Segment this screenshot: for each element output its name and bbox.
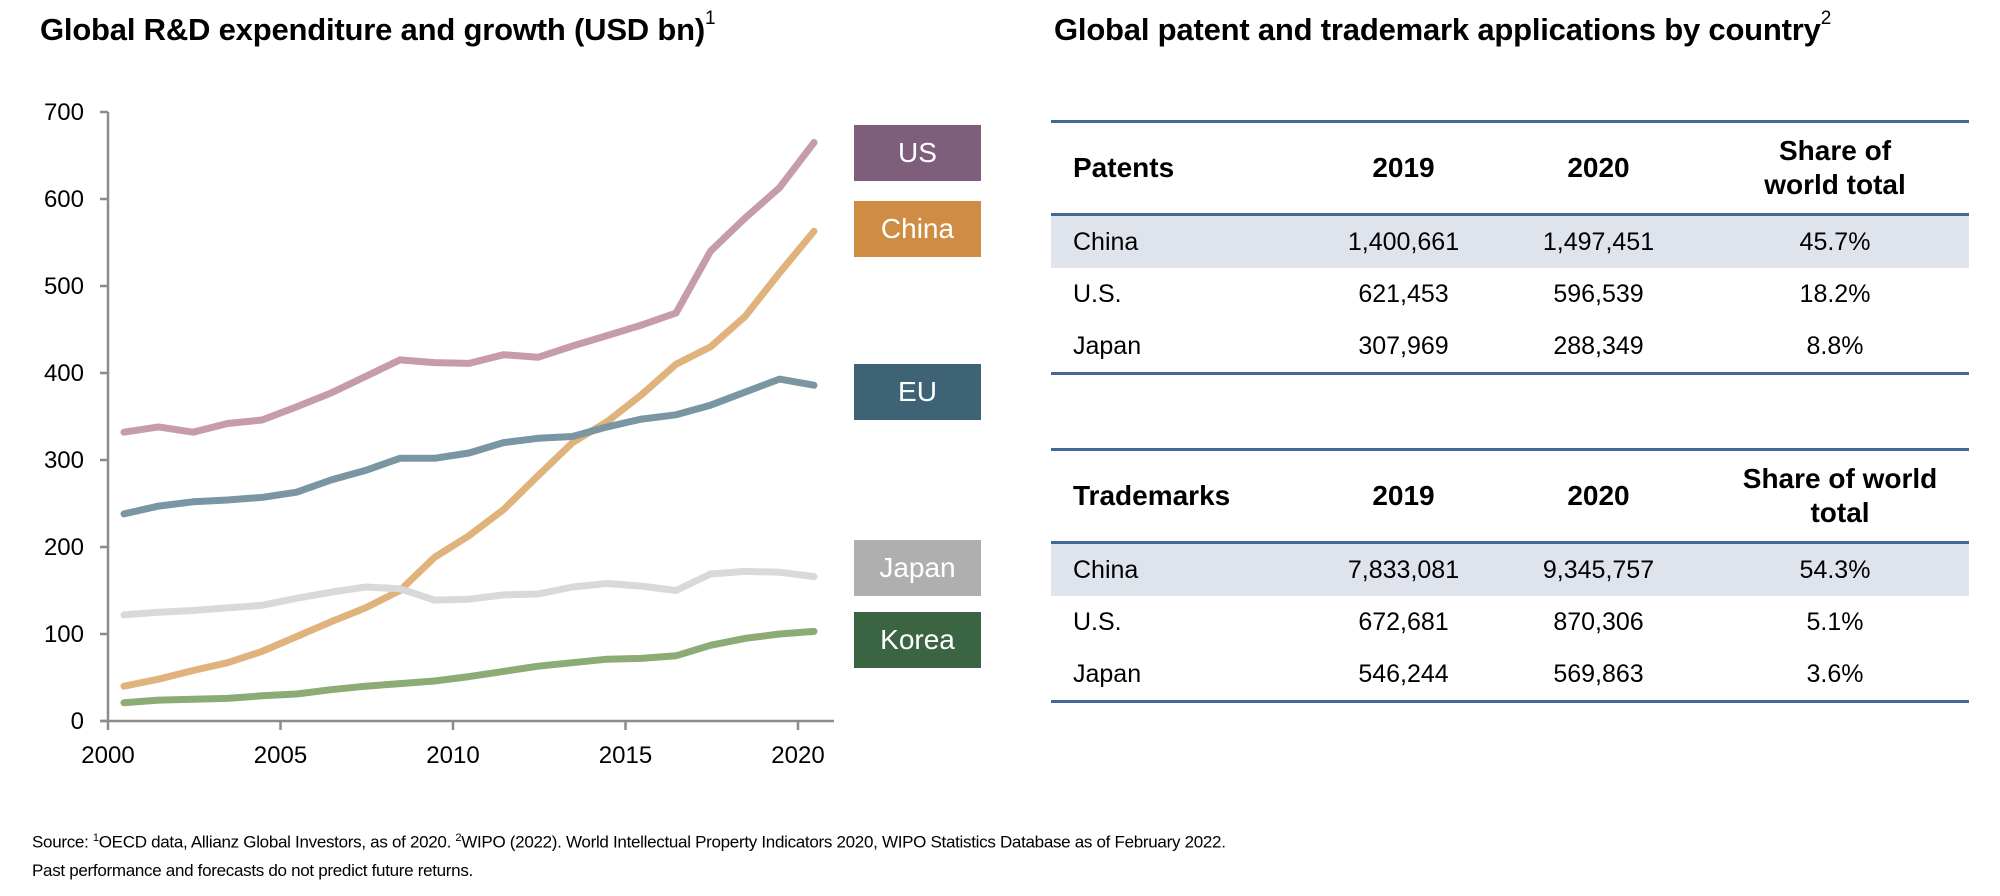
footnote-marker-2: 2 [455,832,462,844]
trademarks-header-row: Trademarks 2019 2020 Share of world tota… [1051,449,1969,543]
patents-header-2019: 2019 [1372,152,1435,183]
series-line-japan [120,567,818,619]
patents-header-label: Patents [1073,152,1175,183]
rd-expenditure-chart: 0 100 200 300 400 500 600 700 2000 2005 2010 2015 20… [44,99,834,769]
value-2020-cell: 288,349 [1553,331,1644,360]
country-cell: China [1073,227,1139,256]
patents-table: Patents 2019 2020 Share of world total C… [1051,120,1969,375]
x-tick-label: 2000 [81,742,134,769]
value-2020-cell: 1,497,451 [1542,227,1655,256]
country-cell: Japan [1073,331,1142,360]
patents-header-row: Patents 2019 2020 Share of world total [1051,121,1969,215]
table-title: Global patent and trademark applications… [1054,8,1831,48]
legend-item-china: China [854,201,981,257]
trademarks-header-2019: 2019 [1372,480,1435,511]
y-tick-label: 600 [44,186,84,213]
series-line-china [120,227,818,690]
y-tick-label: 200 [44,534,84,561]
legend-item-eu: EU [854,364,981,420]
trademarks-header-label: Trademarks [1073,480,1231,511]
patents-header-2020: 2020 [1567,152,1630,183]
share-cell: 5.1% [1806,607,1864,636]
share-cell: 54.3% [1799,555,1871,584]
trademarks-table: Trademarks 2019 2020 Share of world tota… [1051,448,1969,703]
y-tick-label: 300 [44,447,84,474]
legend-item-japan: Japan [854,540,981,596]
footnote-marker-1: 1 [92,832,99,844]
y-tick-label: 400 [44,360,84,387]
value-2019-cell: 546,244 [1358,659,1449,688]
x-tick-label: 2010 [426,742,479,769]
source-2-text: WIPO (2022). World Intellectual Property… [461,832,1226,852]
source-prefix: Source: [32,832,93,852]
trademarks-header-share: Share of world total [1742,463,1938,528]
patents-header-share: Share of world total [1764,135,1906,200]
footer-disclaimer: Past performance and forecasts do not pr… [32,861,473,880]
legend-item-us: US [854,125,981,181]
country-cell: U.S. [1073,607,1122,636]
x-tick-label: 2005 [254,742,307,769]
value-2019-cell: 7,833,081 [1347,555,1460,584]
series-line-us [120,139,818,436]
value-2020-cell: 9,345,757 [1542,555,1655,584]
country-cell: Japan [1073,659,1142,688]
table-row: China 1,400,661 1,497,451 45.7% [1051,214,1969,268]
chart-title-text: Global R&D expenditure and growth (USD b… [40,12,705,47]
table-title-text: Global patent and trademark applications… [1054,12,1821,47]
table-title-footnote: 2 [1820,8,1832,29]
value-2020-cell: 870,306 [1553,607,1644,636]
value-2019-cell: 307,969 [1358,331,1449,360]
y-tick-label: 700 [44,99,84,126]
value-2020-cell: 569,863 [1553,659,1644,688]
x-tick-label: 2020 [771,742,824,769]
table-row: U.S. 672,681 870,306 5.1% [1051,596,1969,648]
share-cell: 3.6% [1806,659,1864,688]
chart-title-footnote: 1 [705,8,716,29]
country-cell: China [1073,555,1139,584]
value-2019-cell: 621,453 [1358,279,1449,308]
country-cell: U.S. [1073,279,1122,308]
value-2019-cell: 672,681 [1358,607,1449,636]
share-cell: 45.7% [1799,227,1871,256]
chart-axes: 0 100 200 300 400 500 600 700 2000 2005 2010 2015 20… [44,99,834,769]
chart-lines [120,139,818,707]
value-2019-cell: 1,400,661 [1347,227,1460,256]
source-1-text: OECD data, Allianz Global Investors, as … [98,832,456,852]
trademarks-header-2020: 2020 [1567,480,1630,511]
share-cell: 18.2% [1799,279,1871,308]
chart-title: Global R&D expenditure and growth (USD b… [40,8,716,48]
table-row: Japan 546,244 569,863 3.6% [1051,648,1969,702]
y-tick-label: 100 [44,621,84,648]
table-row: Japan 307,969 288,349 8.8% [1051,320,1969,374]
series-line-korea [120,627,818,707]
y-tick-label: 0 [71,708,84,735]
x-tick-label: 2015 [599,742,652,769]
legend-item-korea: Korea [854,612,981,668]
footer-source: Source: 1OECD data, Allianz Global Inves… [32,832,1226,853]
share-cell: 8.8% [1806,331,1864,360]
value-2020-cell: 596,539 [1553,279,1644,308]
table-row: China 7,833,081 9,345,757 54.3% [1051,542,1969,596]
table-row: U.S. 621,453 596,539 18.2% [1051,268,1969,320]
y-tick-label: 500 [44,273,84,300]
series-line-eu [120,375,818,518]
